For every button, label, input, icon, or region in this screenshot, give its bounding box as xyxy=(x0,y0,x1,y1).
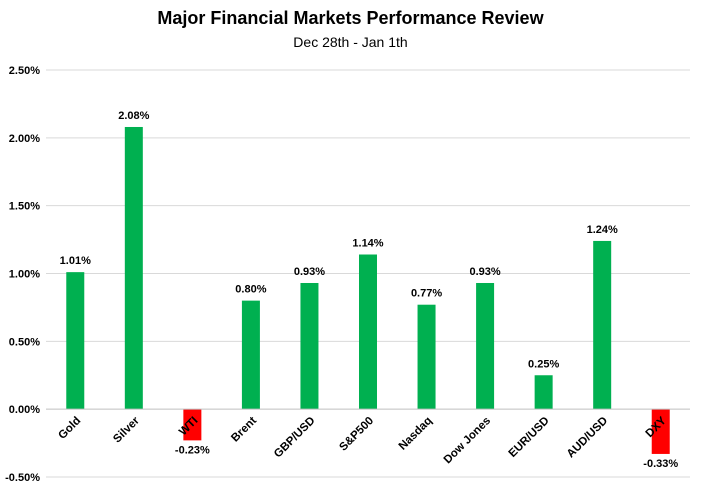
category-label: Silver xyxy=(111,414,142,445)
category-labels: Gold Silver WTI Brent GBP/USD S&P500 Nasdaq Dow… xyxy=(56,414,669,466)
y-tick-label: 2.50% xyxy=(9,65,40,77)
data-label: 0.93% xyxy=(469,266,500,278)
gridlines xyxy=(46,69,690,478)
bar xyxy=(651,409,670,454)
category-label: Brent xyxy=(229,415,259,445)
bar xyxy=(476,282,495,410)
y-tick-label: 1.50% xyxy=(9,201,40,213)
category-label: Dow Jones xyxy=(442,415,493,466)
data-label: 2.08% xyxy=(118,110,149,122)
data-label: 1.24% xyxy=(587,224,618,236)
data-label: -0.33% xyxy=(643,458,678,470)
bar xyxy=(593,240,612,410)
bar xyxy=(534,375,553,410)
category-label: S&P500 xyxy=(337,415,376,454)
bars xyxy=(66,126,670,454)
y-axis-ticks: 2.50% 2.00% 1.50% 1.00% 0.50% 0.00% -0.50% xyxy=(5,65,40,484)
bar xyxy=(183,409,202,441)
data-label: 1.14% xyxy=(352,238,383,250)
category-label: Nasdaq xyxy=(397,415,435,453)
data-labels: 1.01% 2.08% -0.23% 0.80% 0.93% 1.14% 0.77% 0.93… xyxy=(60,110,679,470)
bar xyxy=(124,126,143,410)
category-label: EUR/USD xyxy=(507,415,552,460)
bar xyxy=(359,254,377,410)
bar xyxy=(66,272,85,410)
data-label: 0.80% xyxy=(235,284,266,296)
data-label: 0.77% xyxy=(411,288,442,300)
category-label: AUD/USD xyxy=(565,415,611,461)
category-label: GBP/USD xyxy=(272,415,318,461)
data-label: 1.01% xyxy=(60,255,91,267)
chart-title: Major Financial Markets Performance Revi… xyxy=(157,8,544,28)
bar xyxy=(241,300,260,410)
chart-subtitle: Dec 28th - Jan 1th xyxy=(293,34,408,50)
data-label: 0.25% xyxy=(528,358,559,370)
data-label: -0.23% xyxy=(175,444,210,456)
y-tick-label: 2.00% xyxy=(9,133,40,145)
y-tick-label: 1.00% xyxy=(9,269,40,281)
data-label: 0.93% xyxy=(294,266,325,278)
y-tick-label: -0.50% xyxy=(5,472,40,484)
bar xyxy=(417,304,436,410)
category-label: Gold xyxy=(56,415,83,442)
bar xyxy=(300,282,319,410)
y-tick-label: 0.50% xyxy=(9,336,40,348)
y-tick-label: 0.00% xyxy=(9,404,40,416)
